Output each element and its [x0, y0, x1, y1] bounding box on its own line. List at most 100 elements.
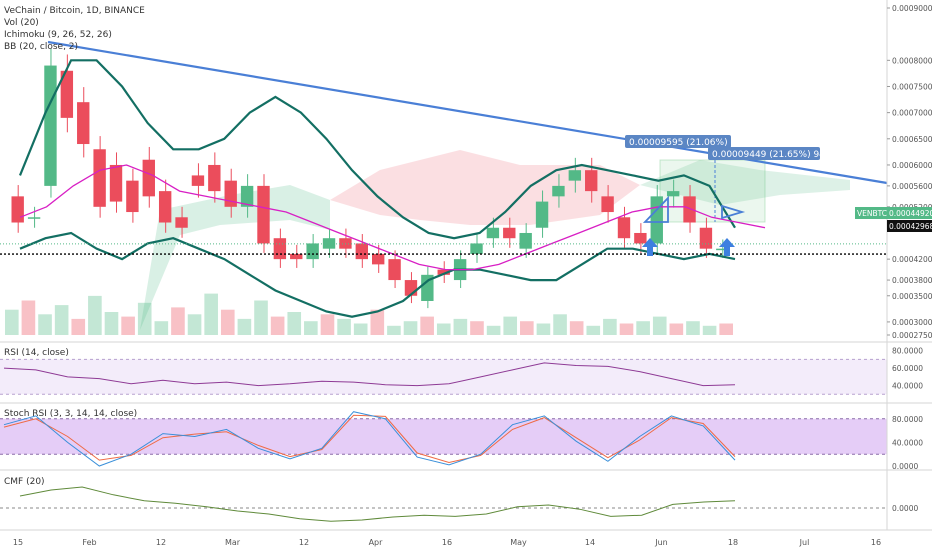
- candlestick[interactable]: [519, 232, 532, 249]
- candlestick[interactable]: [716, 248, 729, 251]
- rsi-pane[interactable]: 80.0000 60.0000 40.0000: [0, 347, 923, 395]
- current-price-bg: [887, 207, 932, 219]
- candlestick[interactable]: [634, 232, 647, 244]
- candlestick[interactable]: [93, 149, 106, 207]
- candlestick[interactable]: [535, 201, 549, 228]
- candlestick[interactable]: [355, 243, 368, 260]
- volume-bar: [304, 321, 318, 335]
- volume-bar: [370, 309, 385, 335]
- candlestick[interactable]: [601, 196, 614, 213]
- candlestick[interactable]: [208, 164, 221, 192]
- candlestick[interactable]: [142, 159, 155, 197]
- candlestick[interactable]: [650, 196, 663, 244]
- volume-bar: [204, 293, 218, 335]
- candlestick[interactable]: [388, 259, 401, 281]
- current-symbol-bg: [855, 207, 887, 219]
- volume-bar: [287, 312, 302, 335]
- candlestick[interactable]: [568, 170, 582, 181]
- stoch-axis-label: 0.0000: [892, 462, 918, 471]
- candlestick[interactable]: [306, 243, 319, 260]
- rsi-band: [0, 359, 887, 395]
- volume-bar: [38, 314, 52, 335]
- time-axis[interactable]: 15 Feb 12 Mar 12 Apr 16 May 14 Jun 18 Jul 16: [13, 538, 881, 547]
- candlestick[interactable]: [158, 191, 172, 223]
- indicator-label-bb[interactable]: BB (20, close, 2): [4, 42, 78, 52]
- time-tick-label: 12: [156, 538, 166, 547]
- candlestick[interactable]: [257, 185, 270, 244]
- candlestick[interactable]: [44, 65, 57, 186]
- volume-bar: [686, 321, 700, 335]
- current-price-text: 0.00044920: [889, 209, 932, 218]
- cmf-line[interactable]: [19, 486, 736, 522]
- symbol-title: VeChain / Bitcoin, 1D, BINANCE: [4, 6, 145, 16]
- volume-bar: [403, 321, 418, 335]
- stoch-rsi-pane[interactable]: 80.0000 40.0000 0.0000: [0, 411, 923, 471]
- candlestick[interactable]: [503, 227, 516, 239]
- measure-annotation-1-text: 0.00009595 (21.06%) 9595: [629, 138, 753, 148]
- time-tick-label: Jun: [654, 538, 668, 547]
- volume-bar: [520, 321, 534, 335]
- candlestick[interactable]: [699, 227, 713, 249]
- candlestick[interactable]: [224, 180, 237, 207]
- candlestick[interactable]: [372, 253, 385, 265]
- candlestick[interactable]: [273, 238, 287, 260]
- candlestick[interactable]: [27, 217, 41, 219]
- candlestick[interactable]: [11, 196, 24, 223]
- support-price-text: 0.00042968: [889, 222, 932, 231]
- candlestick[interactable]: [585, 170, 598, 192]
- indicator-label-ichimoku[interactable]: Ichimoku (9, 26, 52, 26): [4, 30, 112, 40]
- volume-bar: [270, 316, 285, 335]
- candlestick[interactable]: [191, 175, 205, 186]
- volume-bar: [137, 302, 152, 335]
- measure-annotation-2[interactable]: 0.00009449 (21.65%) 9449: [708, 147, 837, 160]
- stoch-axis-label: 80.0000: [892, 415, 923, 424]
- cmf-label[interactable]: CMF (20): [4, 477, 45, 487]
- volume-bar: [619, 323, 634, 335]
- candlestick[interactable]: [683, 196, 696, 223]
- candlestick[interactable]: [421, 274, 434, 301]
- candlestick[interactable]: [486, 227, 500, 239]
- volume-bar: [569, 321, 584, 335]
- measure-annotation-1-bg: [625, 135, 731, 148]
- candlestick[interactable]: [470, 243, 483, 254]
- bollinger-upper-band[interactable]: [18, 59, 736, 240]
- indicator-label-vol[interactable]: Vol (20): [4, 18, 39, 28]
- candlestick[interactable]: [290, 253, 303, 260]
- bollinger-lower-band[interactable]: [19, 231, 736, 318]
- stoch-k-line[interactable]: [3, 411, 736, 467]
- rsi-line[interactable]: [3, 362, 736, 387]
- candlestick[interactable]: [617, 217, 631, 239]
- volume-bar: [220, 309, 235, 335]
- candlestick[interactable]: [60, 70, 74, 118]
- up-arrow-icon: [719, 238, 735, 256]
- candlestick[interactable]: [175, 217, 188, 228]
- main-price-pane[interactable]: [0, 40, 888, 335]
- triangle-pattern-2[interactable]: [721, 204, 746, 220]
- rsi-axis-label: 40.0000: [892, 382, 923, 391]
- volume-bar: [486, 325, 501, 335]
- candlestick[interactable]: [77, 102, 90, 145]
- candlestick[interactable]: [437, 269, 450, 275]
- time-tick-label: Jul: [799, 538, 810, 547]
- rsi-label[interactable]: RSI (14, close): [4, 348, 69, 358]
- candlestick[interactable]: [126, 180, 139, 213]
- candlestick[interactable]: [109, 164, 123, 202]
- candlestick[interactable]: [552, 185, 565, 197]
- candlestick[interactable]: [322, 238, 336, 249]
- candlestick[interactable]: [666, 191, 680, 197]
- measure-annotation-1[interactable]: 0.00009595 (21.06%) 9595: [625, 135, 753, 148]
- cmf-pane[interactable]: 0.0000: [0, 486, 918, 522]
- ichimoku-cloud-forward: [640, 160, 850, 205]
- candlestick[interactable]: [240, 185, 254, 207]
- stoch-rsi-label[interactable]: Stoch RSI (3, 3, 14, 14, close): [4, 409, 137, 419]
- volume-bar: [254, 300, 268, 335]
- triangle-pattern-1[interactable]: [642, 195, 669, 223]
